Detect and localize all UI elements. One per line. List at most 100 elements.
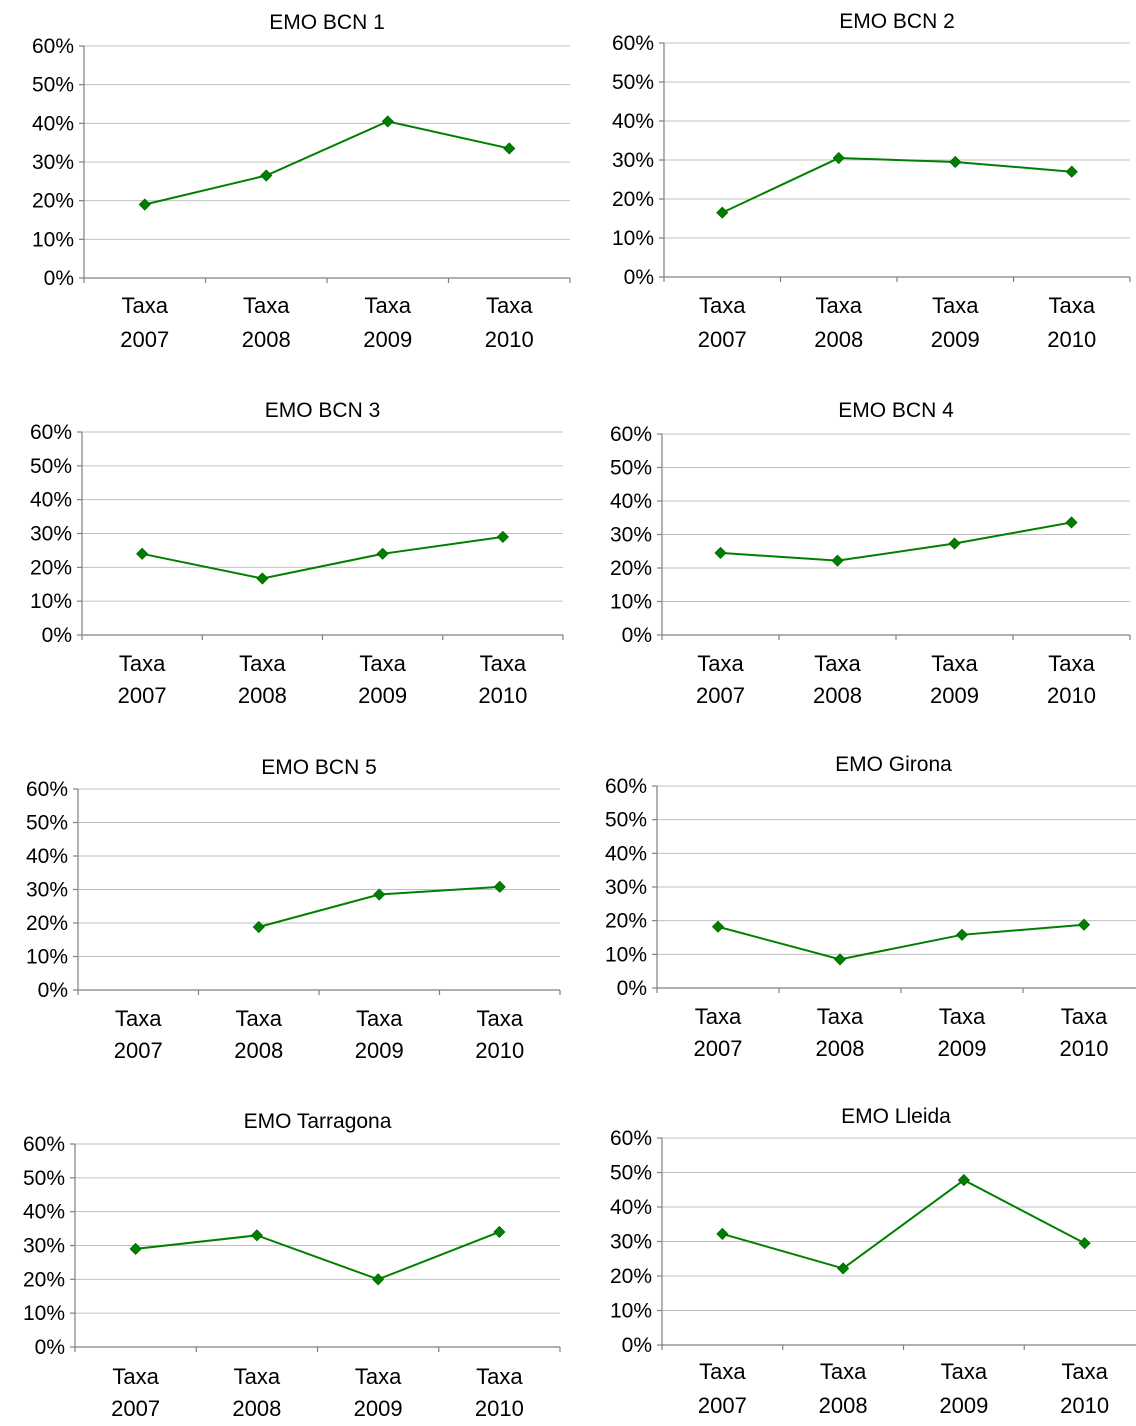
x-tick-label: Taxa (119, 651, 166, 676)
series-line (721, 157, 1072, 214)
y-tick-label: 60% (23, 1133, 65, 1156)
y-tick-label: 20% (26, 912, 68, 935)
chart-panel: 0% 10% 20% 30% 40% 50% 60% Taxa 2007 Taxa 2008 Taxa… (26, 756, 561, 1063)
chart-title: EMO BCN 5 (261, 756, 377, 779)
y-tick-label: 40% (32, 112, 74, 135)
x-tick-label: Taxa (480, 651, 527, 676)
series-line (141, 535, 504, 580)
x-tick-label: 2008 (234, 1038, 283, 1063)
data-point (138, 198, 151, 211)
chart-panel: 0% 10% 20% 30% 40% 50% 60% Taxa 2007 Taxa 2008 Taxa… (32, 11, 571, 352)
y-tick-label: 40% (605, 842, 647, 865)
chart-panel: 0% 10% 20% 30% 40% 50% 60% Taxa 2007 Taxa 2008 Taxa… (23, 1110, 561, 1421)
data-point (496, 530, 509, 543)
data-point (1078, 1237, 1091, 1250)
chart-panel: 0% 10% 20% 30% 40% 50% 60% Taxa 2007 Taxa 2008 Taxa… (30, 399, 564, 708)
x-tick-label: Taxa (699, 1359, 746, 1384)
y-tick-label: 60% (26, 778, 68, 801)
y-tick-label: 0% (35, 1336, 65, 1359)
x-tick-label: Taxa (476, 1364, 523, 1389)
data-point (948, 537, 961, 550)
x-tick-label: 2007 (696, 683, 745, 708)
x-tick-label: Taxa (365, 293, 412, 318)
x-tick-label: 2008 (819, 1393, 868, 1418)
x-tick-label: Taxa (1061, 1359, 1108, 1384)
x-tick-label: Taxa (695, 1004, 742, 1029)
y-tick-label: 10% (32, 228, 74, 251)
x-tick-label: 2008 (816, 1036, 865, 1061)
y-tick-label: 50% (605, 809, 647, 832)
x-tick-label: 2010 (1060, 1393, 1109, 1418)
y-tick-label: 10% (612, 227, 654, 250)
y-tick-label: 0% (617, 977, 647, 1000)
data-point (493, 1225, 506, 1239)
chart-panel: 0% 10% 20% 30% 40% 50% 60% Taxa 2007 Taxa 2008 Taxa… (612, 10, 1131, 352)
y-tick-label: 60% (32, 35, 74, 58)
x-tick-label: 2009 (930, 683, 979, 708)
y-tick-label: 40% (23, 1201, 65, 1224)
chart-title: EMO BCN 4 (838, 399, 954, 422)
y-tick-label: 0% (44, 267, 74, 290)
x-tick-label: Taxa (243, 293, 290, 318)
y-tick-label: 40% (612, 110, 654, 133)
y-tick-label: 30% (26, 879, 68, 902)
x-tick-label: Taxa (359, 651, 406, 676)
series-line (720, 521, 1072, 562)
x-tick-label: 2009 (938, 1036, 987, 1061)
series-line (722, 1178, 1086, 1270)
x-tick-label: Taxa (1061, 1004, 1108, 1029)
y-tick-label: 10% (30, 590, 72, 613)
x-tick-label: 2010 (478, 683, 527, 708)
data-point (250, 1229, 263, 1242)
x-tick-label: 2009 (939, 1393, 988, 1418)
y-tick-label: 60% (30, 421, 72, 444)
y-tick-label: 40% (610, 1196, 652, 1219)
x-tick-label: 2010 (1060, 1036, 1109, 1061)
y-tick-label: 50% (26, 812, 68, 835)
x-tick-label: Taxa (112, 1364, 159, 1389)
x-tick-label: 2009 (931, 327, 980, 352)
data-point (503, 142, 516, 155)
x-tick-label: 2008 (238, 683, 287, 708)
x-tick-label: Taxa (699, 293, 746, 318)
chart-title: EMO Girona (835, 753, 952, 776)
y-tick-label: 0% (42, 624, 72, 647)
x-tick-label: 2007 (111, 1396, 160, 1421)
data-point (373, 888, 386, 901)
y-tick-label: 10% (605, 943, 647, 966)
data-point (714, 546, 727, 559)
y-tick-label: 20% (605, 910, 647, 933)
data-point (832, 151, 845, 165)
y-tick-label: 30% (30, 523, 72, 546)
y-tick-label: 30% (32, 151, 74, 174)
y-tick-label: 50% (610, 457, 652, 480)
chart-title: EMO BCN 3 (265, 399, 381, 422)
x-tick-label: 2010 (475, 1396, 524, 1421)
x-tick-label: 2008 (814, 327, 863, 352)
x-tick-label: 2008 (232, 1396, 281, 1421)
y-tick-label: 10% (610, 591, 652, 614)
y-tick-label: 20% (30, 556, 72, 579)
data-point (260, 169, 273, 182)
x-tick-label: Taxa (239, 651, 286, 676)
y-tick-label: 0% (622, 624, 652, 647)
y-tick-label: 10% (610, 1300, 652, 1323)
y-tick-label: 30% (23, 1235, 65, 1258)
x-tick-label: Taxa (356, 1006, 403, 1031)
data-point (376, 547, 389, 560)
y-tick-label: 50% (23, 1167, 65, 1190)
x-tick-label: Taxa (1049, 293, 1096, 318)
y-tick-label: 20% (23, 1268, 65, 1291)
data-point (372, 1273, 385, 1286)
y-tick-label: 60% (610, 1127, 652, 1150)
y-tick-label: 30% (612, 149, 654, 172)
x-tick-label: 2008 (813, 683, 862, 708)
x-tick-label: Taxa (814, 651, 861, 676)
y-tick-label: 50% (612, 71, 654, 94)
x-tick-label: 2007 (120, 327, 169, 352)
x-tick-label: 2010 (1047, 683, 1096, 708)
data-point (955, 928, 969, 941)
x-tick-label: Taxa (122, 293, 169, 318)
data-point (716, 206, 729, 219)
